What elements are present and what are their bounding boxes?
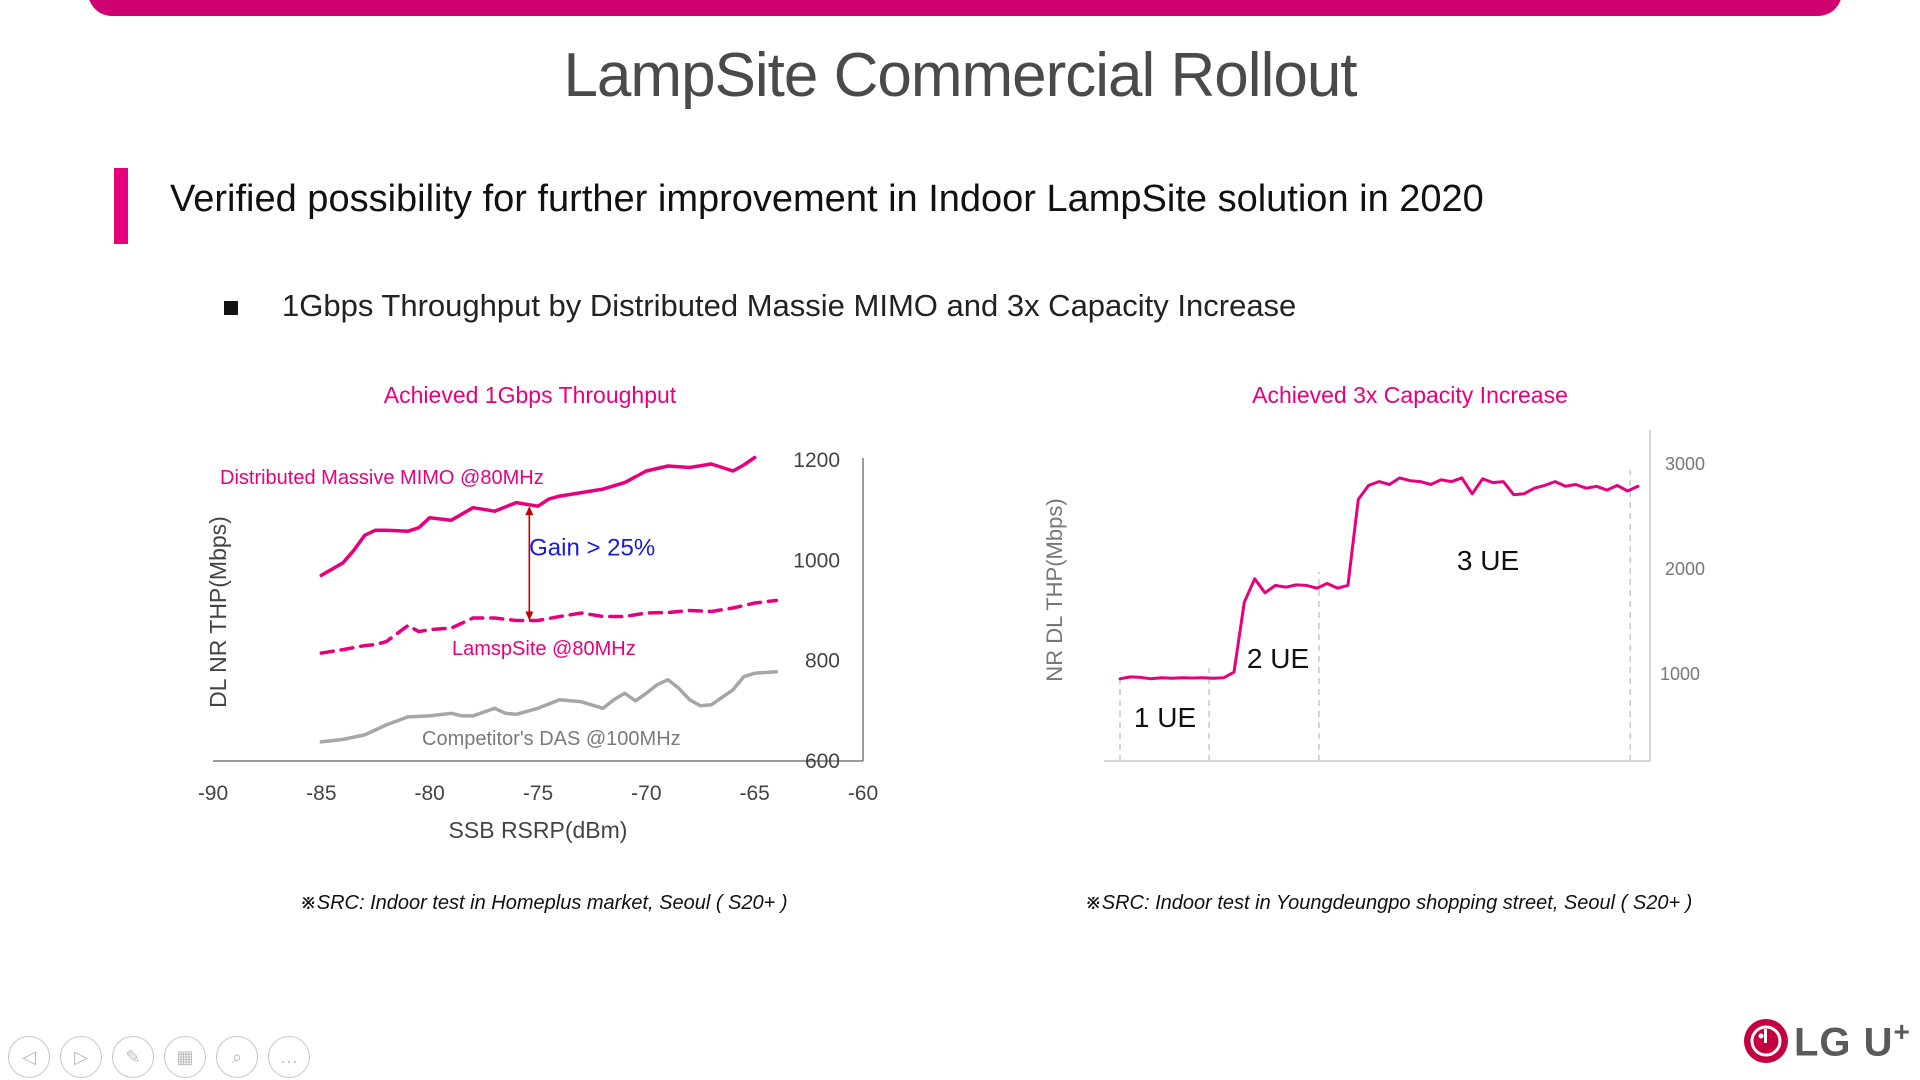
chart2-series-line — [1118, 476, 1640, 681]
chart1-x-tick-label: -60 — [848, 782, 878, 805]
chart1-title: Achieved 1Gbps Throughput — [383, 382, 677, 408]
slide-nav-bar: ◁ ▷ ✎ ▦ ⌕ … — [8, 1036, 310, 1078]
chart1-y-tick-label: 800 — [805, 650, 840, 673]
headline: Verified possibility for further improve… — [170, 178, 1484, 220]
chart1-series-line — [319, 598, 779, 655]
chart2-y-tick-label: 2000 — [1665, 559, 1705, 579]
prev-icon[interactable]: ◁ — [8, 1036, 50, 1078]
bullet-icon — [224, 301, 238, 315]
chart1-y-tick-label: 1000 — [793, 549, 840, 572]
chart1-series-label: LamspSite @80MHz — [452, 638, 636, 660]
bullet-text: 1Gbps Throughput by Distributed Massie M… — [282, 288, 1297, 323]
chart1-y-tick-label: 1200 — [793, 449, 840, 472]
next-icon[interactable]: ▷ — [60, 1036, 102, 1078]
gain-arrow-head-up — [525, 506, 534, 516]
chart2-source-note: ※SRC: Indoor test in Youngdeungpo shoppi… — [1085, 892, 1693, 914]
chart1-series-label: Competitor's DAS @100MHz — [422, 728, 681, 750]
chart1-x-tick-label: -65 — [739, 782, 769, 805]
chart1-y-axis-label: DL NR THP(Mbps) — [205, 516, 231, 708]
chart1-y-tick-label: 600 — [805, 750, 840, 773]
gain-arrow-head-down — [525, 611, 534, 621]
slides-icon[interactable]: ▦ — [164, 1036, 206, 1078]
chart2-region-label: 3 UE — [1457, 545, 1519, 576]
more-icon[interactable]: … — [268, 1036, 310, 1078]
chart1-x-axis-label: SSB RSRP(dBm) — [449, 817, 628, 843]
logo-text: LG U+ — [1794, 1016, 1911, 1065]
chart2-region-label: 1 UE — [1134, 702, 1196, 733]
chart1-series-line — [319, 669, 779, 744]
top-accent-bar — [88, 0, 1842, 16]
slide-title: LampSite Commercial Rollout — [563, 41, 1357, 110]
chart1-series-label: Distributed Massive MIMO @80MHz — [220, 467, 544, 489]
chart2-region-label: 2 UE — [1247, 643, 1309, 674]
lg-face-icon — [1744, 1018, 1788, 1063]
lg-uplus-logo: LG U+ — [1744, 1016, 1911, 1065]
chart2-y-axis-label: NR DL THP(Mbps) — [1042, 498, 1067, 681]
chart1-x-tick-label: -85 — [306, 782, 336, 805]
chart1-x-tick-label: -80 — [414, 782, 444, 805]
chart1-x-tick-label: -75 — [523, 782, 553, 805]
zoom-icon[interactable]: ⌕ — [216, 1036, 258, 1078]
headline-accent-bar — [114, 168, 128, 244]
chart1-x-tick-label: -70 — [631, 782, 661, 805]
chart2-title: Achieved 3x Capacity Increase — [1252, 382, 1568, 408]
chart1-source-note: ※SRC: Indoor test in Homeplus market, Se… — [300, 892, 788, 914]
gain-annotation: Gain > 25% — [529, 534, 655, 561]
pen-icon[interactable]: ✎ — [112, 1036, 154, 1078]
chart2-y-tick-label: 3000 — [1665, 454, 1705, 474]
chart1-series-line — [319, 455, 757, 578]
chart2-y-tick-label: 1000 — [1660, 664, 1700, 684]
chart1-x-tick-label: -90 — [198, 782, 228, 805]
